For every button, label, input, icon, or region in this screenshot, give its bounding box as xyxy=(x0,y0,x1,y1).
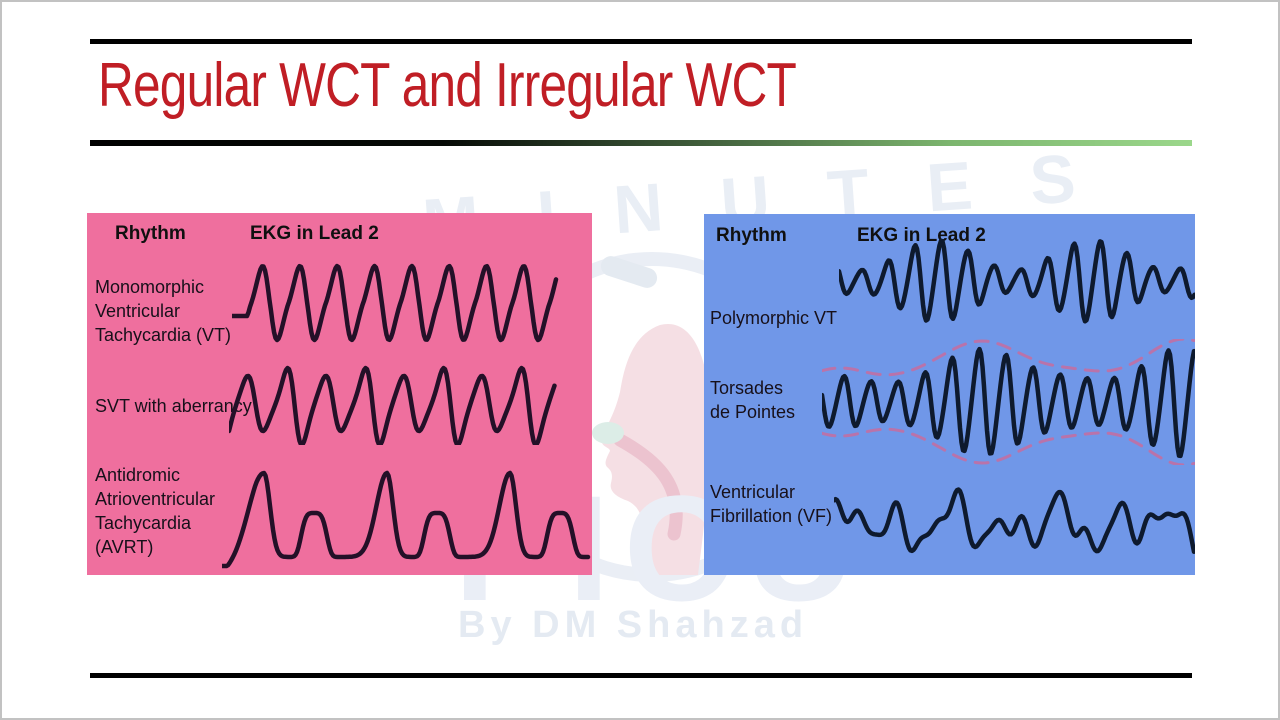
waveform-path xyxy=(822,339,1195,377)
label-polymorphic-vt: Polymorphic VT xyxy=(710,308,838,328)
ekg-vf-waveform xyxy=(834,487,1195,554)
waveform-path xyxy=(834,487,1195,554)
swoosh-path xyxy=(613,433,683,541)
right-col-header-ekg: EKG in Lead 2 xyxy=(857,225,986,246)
left-col-header-rhythm: Rhythm xyxy=(115,223,186,244)
face-shape xyxy=(601,323,711,575)
waveform-path xyxy=(222,470,591,569)
waveform-path xyxy=(229,365,557,445)
label-torsades: Torsades de Pointes xyxy=(710,378,796,422)
label-ventricular-fibrillation: Ventricular Fibrillation (VF) xyxy=(710,482,833,526)
waveform-path xyxy=(232,263,559,343)
ekg-monomorphic-vt-waveform xyxy=(232,263,559,343)
ekg-antidromic-avrt-waveform xyxy=(222,470,591,569)
watermark-byline: By DM Shahzad xyxy=(458,604,809,646)
title-divider-gradient xyxy=(90,140,1192,146)
regular-wct-panel: Rhythm EKG in Lead 2 Monomorphic Ventric… xyxy=(87,213,592,575)
left-col-header-ekg: EKG in Lead 2 xyxy=(250,223,379,244)
watermark-swoosh xyxy=(613,433,683,541)
label-monomorphic-vt: Monomorphic Ventricular Tachycardia (VT) xyxy=(95,277,232,345)
waveform-path xyxy=(822,427,1195,465)
irregular-wct-panel: Rhythm EKG in Lead 2 Polymorphic VT Tors… xyxy=(704,214,1195,575)
waveform-path xyxy=(822,346,1195,459)
watermark-face-silhouette xyxy=(601,323,711,575)
ekg-svt-aberrancy-waveform xyxy=(229,365,557,445)
label-svt-aberrancy: SVT with aberrancy xyxy=(95,396,252,416)
top-rule xyxy=(90,39,1192,44)
watermark-dot xyxy=(592,422,624,444)
label-antidromic-avrt: Antidromic Atrioventricular Tachycardia … xyxy=(95,465,216,557)
ekg-torsades-waveform xyxy=(822,339,1195,465)
right-col-header-rhythm: Rhythm xyxy=(716,225,787,246)
ekg-polymorphic-vt-waveform xyxy=(839,238,1195,324)
bottom-rule xyxy=(90,673,1192,678)
waveform-path xyxy=(839,238,1195,324)
slide-title: Regular WCT and Irregular WCT xyxy=(98,51,797,120)
